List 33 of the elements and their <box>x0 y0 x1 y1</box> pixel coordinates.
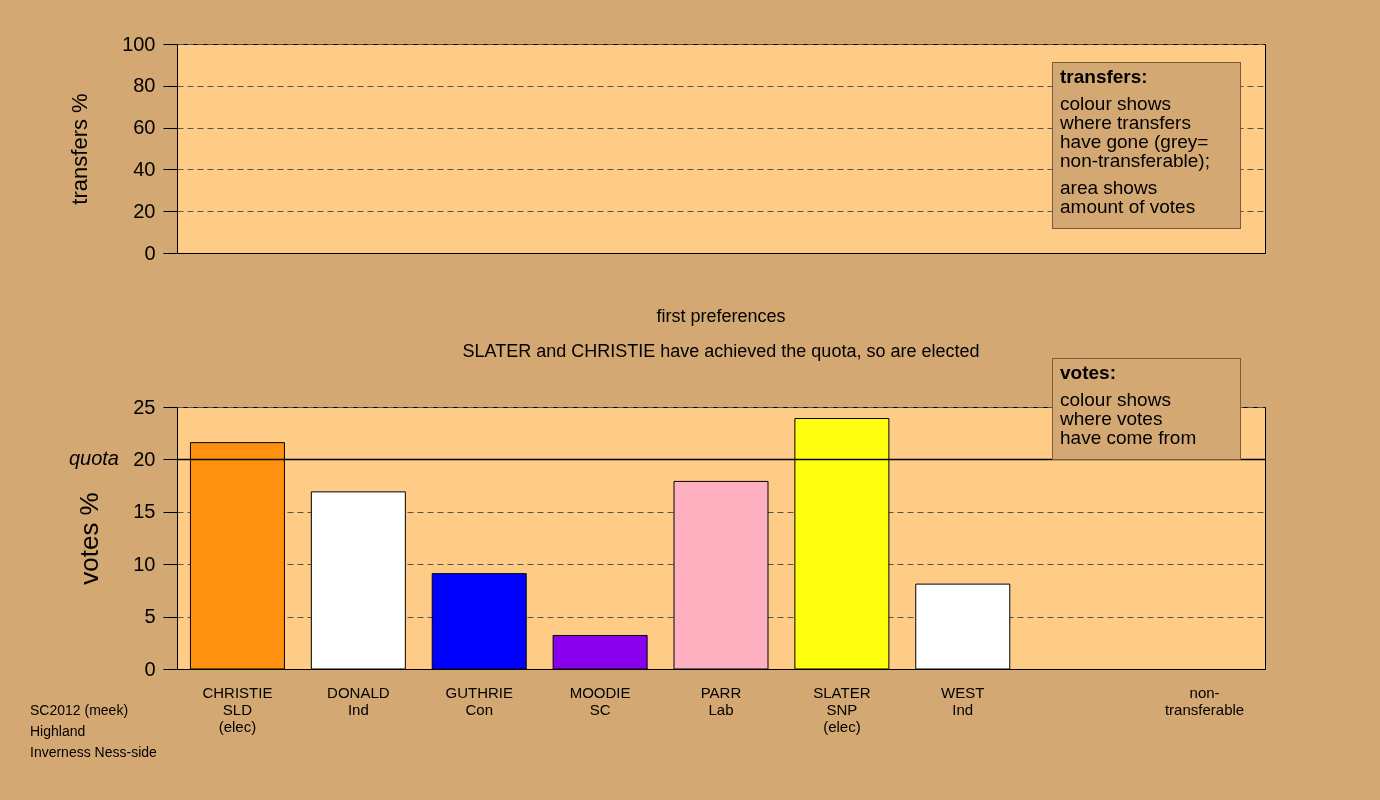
chart-title: first preferences <box>655 305 786 326</box>
y-tick-label: 60 <box>132 115 155 138</box>
text: Highland <box>30 723 86 739</box>
text: Inverness Ness-side <box>30 744 157 760</box>
text: SC2012 (meek) <box>30 702 129 718</box>
y-tick-label: 0 <box>143 657 155 679</box>
y-tick-label: 80 <box>132 73 155 96</box>
x-tick-label: DONALD Ind <box>326 683 390 717</box>
annotation: colour shows where transfers have gone (grey= non-transferable); <box>1060 93 1211 171</box>
x-tick-label: non- transferable <box>1164 683 1244 717</box>
chart-subtitle: SLATER and CHRISTIE have achieved the quota, so are elected <box>462 340 979 361</box>
y-tick-label: 10 <box>132 552 155 575</box>
y-tick-label: 100 <box>121 32 155 54</box>
x-tick-label: SLATER SNP (elec) <box>812 683 871 734</box>
x-tick-label: WEST Ind <box>940 683 984 717</box>
x-tick-label: PARR Lab <box>700 683 741 717</box>
x-tick-label: MOODIE SC <box>569 683 631 717</box>
y-tick-label: 20 <box>132 199 155 222</box>
y-tick-label: 20 <box>132 447 155 470</box>
y-tick-label: 40 <box>132 157 155 180</box>
y-tick-label: 0 <box>143 241 155 263</box>
y-tick-label: 15 <box>132 499 155 522</box>
annotation: colour shows where votes have come from <box>1060 389 1198 448</box>
x-tick-label: CHRISTIE SLD (elec) <box>201 683 272 734</box>
text: votes: <box>1060 362 1117 383</box>
y-axis-title: votes % <box>73 491 104 585</box>
y-tick-label: 25 <box>132 395 155 417</box>
y-axis-title: transfers % <box>66 92 92 205</box>
annotation: area shows amount of votes <box>1060 177 1197 217</box>
x-tick-label: GUTHRIE Con <box>444 683 513 717</box>
ref-line-label: quota <box>68 446 119 469</box>
y-tick-label: 5 <box>143 604 155 627</box>
annotation: transfers: <box>1060 66 1149 87</box>
